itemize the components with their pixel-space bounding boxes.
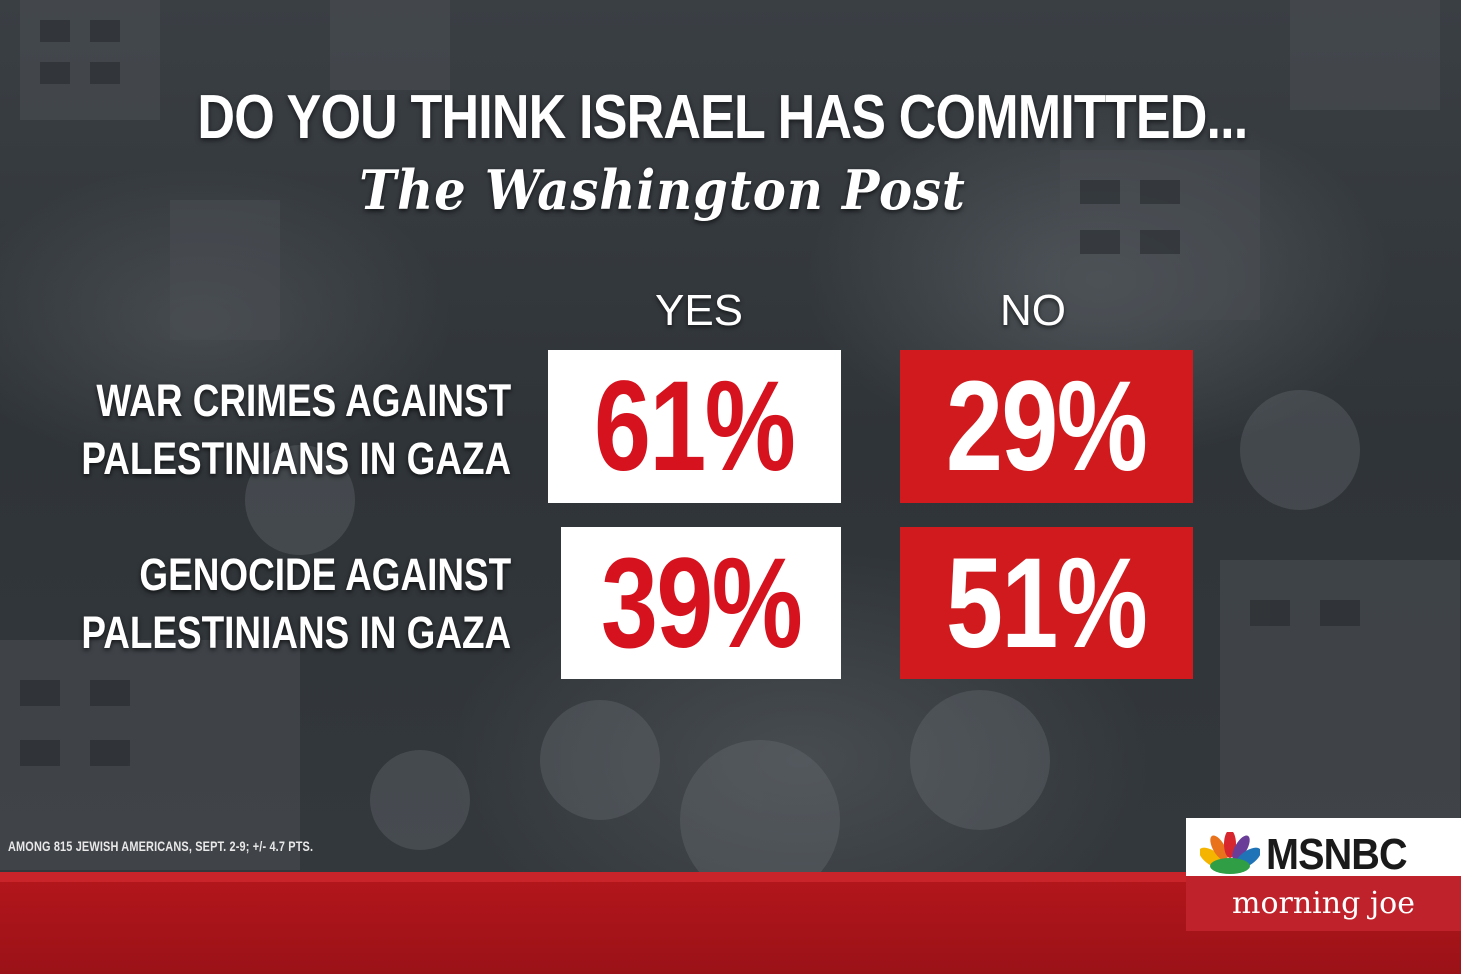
network-name: MSNBC (1266, 830, 1408, 879)
peacock-icon (1200, 832, 1260, 874)
bar-stripe (0, 872, 1461, 882)
survey-footnote: AMONG 815 JEWISH AMERICANS, SEPT. 2-9; +… (8, 838, 314, 854)
show-name-badge: morning joe (1186, 876, 1461, 931)
row-label-line: PALESTINIANS IN GAZA (81, 433, 511, 484)
value-label: 61% (594, 355, 796, 498)
chart-title: DO YOU THINK ISRAEL HAS COMMITTED... (197, 83, 1248, 152)
row-label-genocide: GENOCIDE AGAINST PALESTINIANS IN GAZA (81, 546, 511, 662)
value-cell-genocide-no: 51% (900, 527, 1193, 679)
row-label-war-crimes: WAR CRIMES AGAINST PALESTINIANS IN GAZA (81, 372, 511, 488)
value-label: 51% (946, 531, 1148, 675)
value-cell-war-crimes-no: 29% (900, 350, 1193, 503)
row-label-line: PALESTINIANS IN GAZA (81, 607, 511, 658)
row-label-line: WAR CRIMES AGAINST (96, 375, 512, 426)
value-cell-genocide-yes: 39% (561, 527, 841, 679)
column-header-no: NO (1000, 286, 1066, 335)
value-cell-war-crimes-yes: 61% (548, 350, 841, 503)
show-name: morning joe (1232, 886, 1415, 921)
column-header-yes: YES (654, 286, 744, 335)
value-label: 39% (600, 531, 803, 675)
washington-post-logo: The Washington Post (359, 158, 966, 222)
row-label-line: GENOCIDE AGAINST (139, 549, 511, 600)
value-label: 29% (946, 355, 1148, 498)
